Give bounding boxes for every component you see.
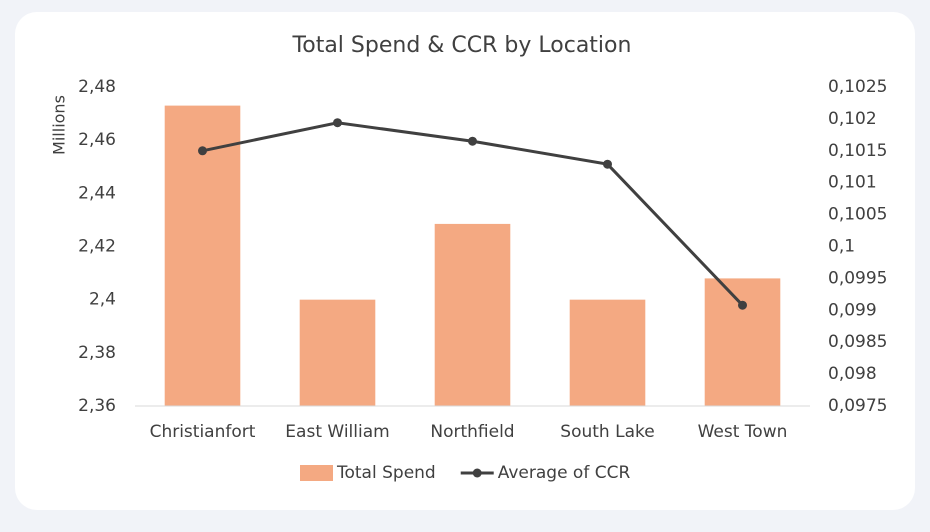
bar [299, 299, 376, 406]
bar [164, 105, 241, 406]
x-tick-label: South Lake [560, 422, 654, 442]
line-point [333, 118, 342, 128]
y-tick-label: 2,46 [78, 130, 116, 150]
y2-tick-label: 0,099 [828, 300, 877, 320]
bar [434, 223, 511, 406]
x-tick-label: Christianfort [150, 422, 256, 442]
x-tick-label: West Town [698, 422, 788, 442]
bar [704, 278, 781, 406]
y-tick-label: 2,42 [78, 237, 116, 257]
y2-tick-label: 0,1025 [828, 77, 887, 97]
legend-swatch [300, 465, 333, 481]
y2-tick-label: 0,102 [828, 109, 877, 129]
chart-title: Total Spend & CCR by Location [292, 33, 632, 58]
y2-tick-label: 0,098 [828, 364, 877, 384]
y2-tick-label: 0,0995 [828, 268, 887, 288]
y2-tick-label: 0,0985 [828, 332, 887, 352]
line-point [198, 146, 207, 156]
bar [569, 299, 646, 406]
y-tick-label: 2,48 [78, 77, 116, 97]
y-tick-label: 2,36 [78, 396, 116, 416]
x-tick-label: East William [285, 422, 389, 442]
y-axis-title: Millions [50, 95, 69, 155]
y2-tick-label: 0,1005 [828, 205, 887, 225]
y-tick-label: 2,4 [89, 290, 116, 310]
y-tick-label: 2,44 [78, 183, 116, 203]
y2-tick-label: 0,1015 [828, 141, 887, 161]
legend-marker [472, 468, 482, 478]
y2-tick-label: 0,101 [828, 173, 877, 193]
x-tick-label: Northfield [430, 422, 514, 442]
y-tick-label: 2,38 [78, 343, 116, 363]
y2-tick-label: 0,0975 [828, 396, 887, 416]
legend-label: Average of CCR [498, 463, 631, 483]
line-point [468, 136, 477, 146]
line-point [738, 300, 747, 310]
y2-tick-label: 0,1 [828, 237, 855, 257]
line-point [603, 159, 612, 169]
legend-label: Total Spend [336, 463, 436, 483]
